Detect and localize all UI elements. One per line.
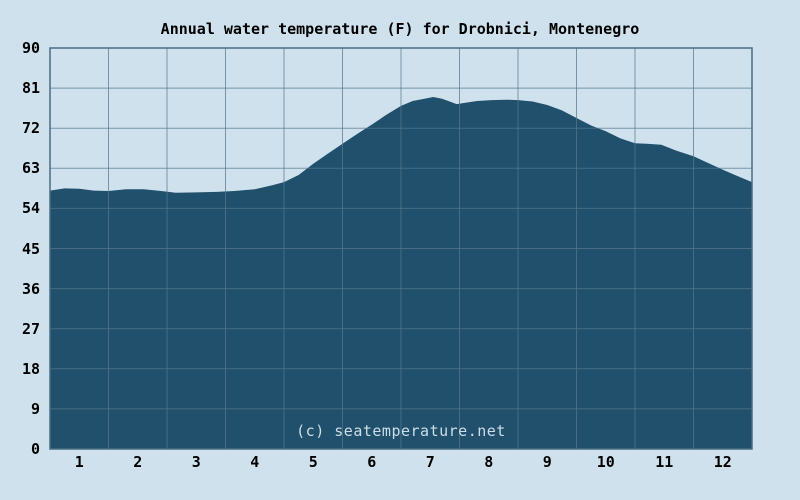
y-tick-label: 27 xyxy=(21,319,40,338)
x-tick-label: 8 xyxy=(484,453,494,471)
y-tick-label: 9 xyxy=(30,399,40,418)
y-tick-label: 54 xyxy=(21,199,40,218)
x-tick-label: 3 xyxy=(191,453,201,471)
y-tick-label: 63 xyxy=(21,159,40,178)
y-tick-label: 0 xyxy=(30,440,40,458)
y-tick-label: 45 xyxy=(21,239,40,258)
y-tick-label: 18 xyxy=(21,359,40,378)
y-tick-label: 81 xyxy=(21,79,40,98)
x-tick-label: 4 xyxy=(250,453,260,471)
x-tick-label: 1 xyxy=(74,453,84,471)
plot-frame xyxy=(49,47,753,450)
watermark: (c) seatemperature.net xyxy=(296,422,506,440)
y-tick-label: 90 xyxy=(21,39,40,57)
x-tick-label: 7 xyxy=(425,453,435,471)
x-tick-label: 6 xyxy=(367,453,377,471)
x-tick-label: 11 xyxy=(655,453,674,471)
plot-border xyxy=(49,47,753,450)
x-tick-label: 2 xyxy=(133,453,143,471)
y-tick-label: 36 xyxy=(21,279,40,298)
y-tick-label: 72 xyxy=(21,119,40,138)
x-tick-label: 10 xyxy=(596,453,615,471)
chart-title: Annual water temperature (F) for Drobnic… xyxy=(160,20,640,38)
x-tick-label: 9 xyxy=(542,453,552,471)
x-tick-label: 12 xyxy=(713,453,732,471)
gridlines xyxy=(50,48,752,449)
x-tick-label: 5 xyxy=(308,453,318,471)
